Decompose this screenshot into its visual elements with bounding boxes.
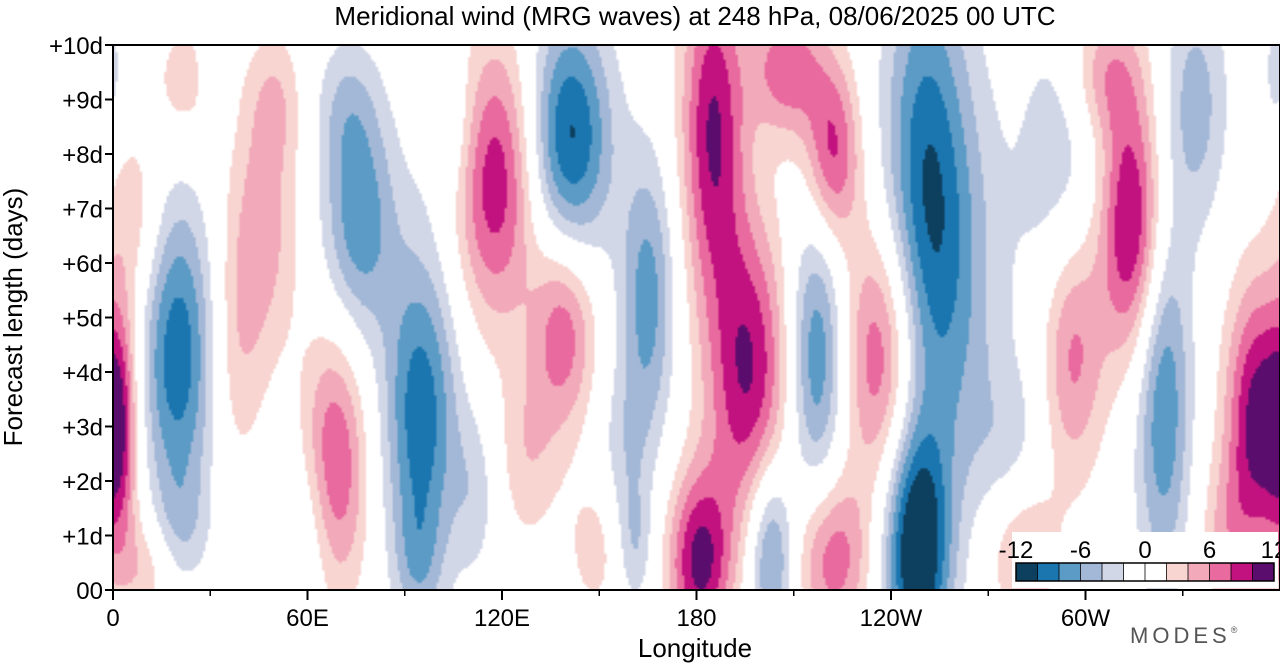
chart-title: Meridional wind (MRG waves) at 248 hPa, … [334,1,1055,31]
x-axis-label: Longitude [638,633,752,663]
x-tick-label: 120E [474,605,530,632]
x-tick-label: 0 [106,605,119,632]
y-tick-label: 00 [76,578,103,605]
y-tick-label: +6d [62,251,103,278]
plot-area: -12 -6 0 6 12 [112,44,1280,591]
y-tick-label: +3d [62,415,103,442]
y-tick-label: +1d [62,524,103,551]
colorbar-swatch [1231,563,1253,581]
colorbar: -12 -6 0 6 12 [999,532,1280,588]
colorbar-swatch [1037,563,1060,581]
y-tick-label: +2d [62,469,103,496]
colorbar-swatch [1016,563,1038,581]
x-tick-label: 120W [860,605,923,632]
wind-field-image [113,45,1280,590]
y-tick-label: +8d [62,142,103,169]
colorbar-swatch [1080,563,1103,581]
x-axis-ticks: 0 60E 120E 180 120W 60W [106,590,1184,632]
x-tick-label: 60E [286,605,329,632]
x-tick-label: 180 [676,605,716,632]
colorbar-label: 12 [1261,537,1280,564]
colorbar-swatch [1188,563,1210,581]
colorbar-swatch [1209,563,1232,581]
colorbar-swatch [1145,563,1167,581]
modes-logo: MODES® [1130,623,1238,648]
y-tick-label: +9d [62,88,103,115]
y-tick-label: +7d [62,197,103,224]
y-tick-label: +10d [49,33,103,60]
y-axis-ticks: 00 +1d +2d +3d +4d +5d +6d +7d +8d +9d +10d [49,33,113,605]
colorbar-label: -6 [1070,537,1091,564]
colorbar-label: 6 [1203,537,1216,564]
colorbar-swatch [1166,563,1189,581]
colorbar-swatch [1252,563,1275,581]
y-tick-label: +5d [62,306,103,333]
y-axis-label: Forecast length (days) [0,188,28,447]
colorbar-label: -12 [999,537,1034,564]
colorbar-swatch [1059,563,1081,581]
y-tick-label: +4d [62,360,103,387]
colorbar-swatch [1102,563,1124,581]
x-tick-label: 60W [1061,605,1111,632]
colorbar-label: 0 [1138,537,1151,564]
colorbar-swatch [1123,563,1146,581]
